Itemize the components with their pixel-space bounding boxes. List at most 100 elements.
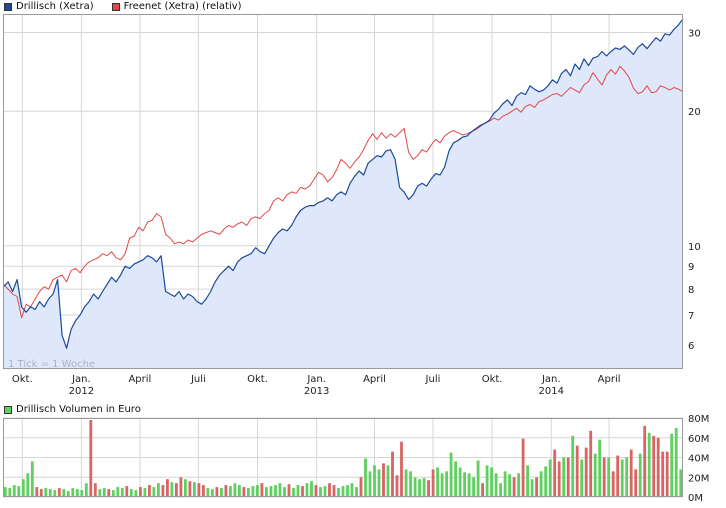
volume-bar [26,473,30,497]
volume-y-tick-label: 60M [688,434,709,445]
volume-bar [512,477,516,498]
volume-bar [611,471,615,497]
volume-bar [593,453,597,497]
volume-bar [166,479,169,497]
volume-bar [229,486,232,497]
price-y-tick-label: 6 [688,341,694,352]
volume-bar [341,486,345,497]
volume-bar [413,477,417,498]
volume-bar [418,479,421,497]
legend-price: Drillisch (Xetra) Freenet (Xetra) (relat… [4,1,242,12]
volume-bar [557,461,561,497]
volume-bar [93,483,97,497]
volume-bar [670,433,674,497]
volume-bar [148,485,151,497]
volume-bar [21,479,25,497]
volume-bar [598,439,602,497]
price-y-tick-label: 20 [688,107,701,118]
volume-bar [575,445,579,497]
volume-bar [247,488,250,497]
volume-bar [319,487,322,497]
volume-bar [607,457,611,497]
volume-bar [175,483,178,497]
volume-bar [472,477,475,498]
volume-bar [287,484,291,497]
volume-bar [508,474,511,497]
volume-bars [3,420,683,498]
volume-bar [580,459,584,497]
volume-bar [499,483,502,497]
volume-plot-border [3,418,683,497]
price-x-tick-label: Okt. [247,374,268,385]
volume-bar [274,485,277,497]
volume-bar [422,478,426,497]
volume-bar [224,485,228,497]
volume-bar [643,425,647,497]
volume-bar [454,461,457,497]
volume-bar [120,488,124,497]
price-x-tick-label: April [363,374,386,385]
price-x-tick-label: Juli [425,374,441,385]
volume-bar [48,489,52,497]
year-label: 2013 [304,386,329,397]
volume-bar [404,469,408,497]
price-plot-border [3,14,683,369]
volume-bar [305,483,309,497]
price-x-tick-label: Okt. [482,374,503,385]
freenet-line [3,65,684,319]
year-label: 2014 [539,386,564,397]
volume-bar [260,483,264,497]
volume-bar [328,483,331,497]
volume-bar [440,473,444,497]
volume-bar [463,472,466,497]
volume-bar [292,488,295,497]
volume-bar [656,437,660,498]
year-label: 2012 [69,386,94,397]
volume-bar [427,480,430,497]
volume-bar [157,483,160,497]
price-x-tick-label: April [598,374,621,385]
price-y-tick-label: 8 [688,285,694,296]
volume-y-tick-label: 40M [688,454,709,465]
volume-bar [233,483,237,497]
volume-bar [409,471,412,497]
volume-bar [71,488,75,497]
volume-bar [391,451,394,497]
volume-bar [8,488,12,497]
volume-bar [373,465,376,497]
volume-bar [503,471,507,497]
volume-bar [323,486,327,497]
price-x-tick-label: Jan. [541,374,561,385]
volume-bar [629,449,633,497]
volume-bar [382,463,385,497]
volume-bar [395,475,399,497]
volume-bar [152,487,156,497]
volume-bar [634,469,638,497]
legend-label-drillisch: Drillisch (Xetra) [16,1,94,12]
price-frame [3,14,683,369]
volume-bar [553,449,557,497]
volume-bar [143,488,147,497]
volume-bar [242,487,246,497]
volume-bar [661,451,665,497]
volume-bar [57,488,61,497]
volume-bar [377,469,381,497]
volume-bar [494,473,498,497]
volume-bar [521,438,525,497]
volume-bar [616,455,620,497]
legend-label-freenet: Freenet (Xetra) (relativ) [123,1,242,12]
volume-bar [467,473,471,497]
volume-bar [535,477,538,498]
volume-bar [98,489,102,497]
volume-bar [179,477,183,498]
volume-bar [265,487,268,497]
volume-bar [548,459,552,497]
volume-bar [215,487,219,497]
volume-bar [53,490,57,497]
volume-bar [481,483,484,497]
volume-bar [170,482,174,497]
volume-bar [44,488,48,497]
volume-bar [12,485,16,497]
legend-swatch-drillisch [4,2,12,11]
